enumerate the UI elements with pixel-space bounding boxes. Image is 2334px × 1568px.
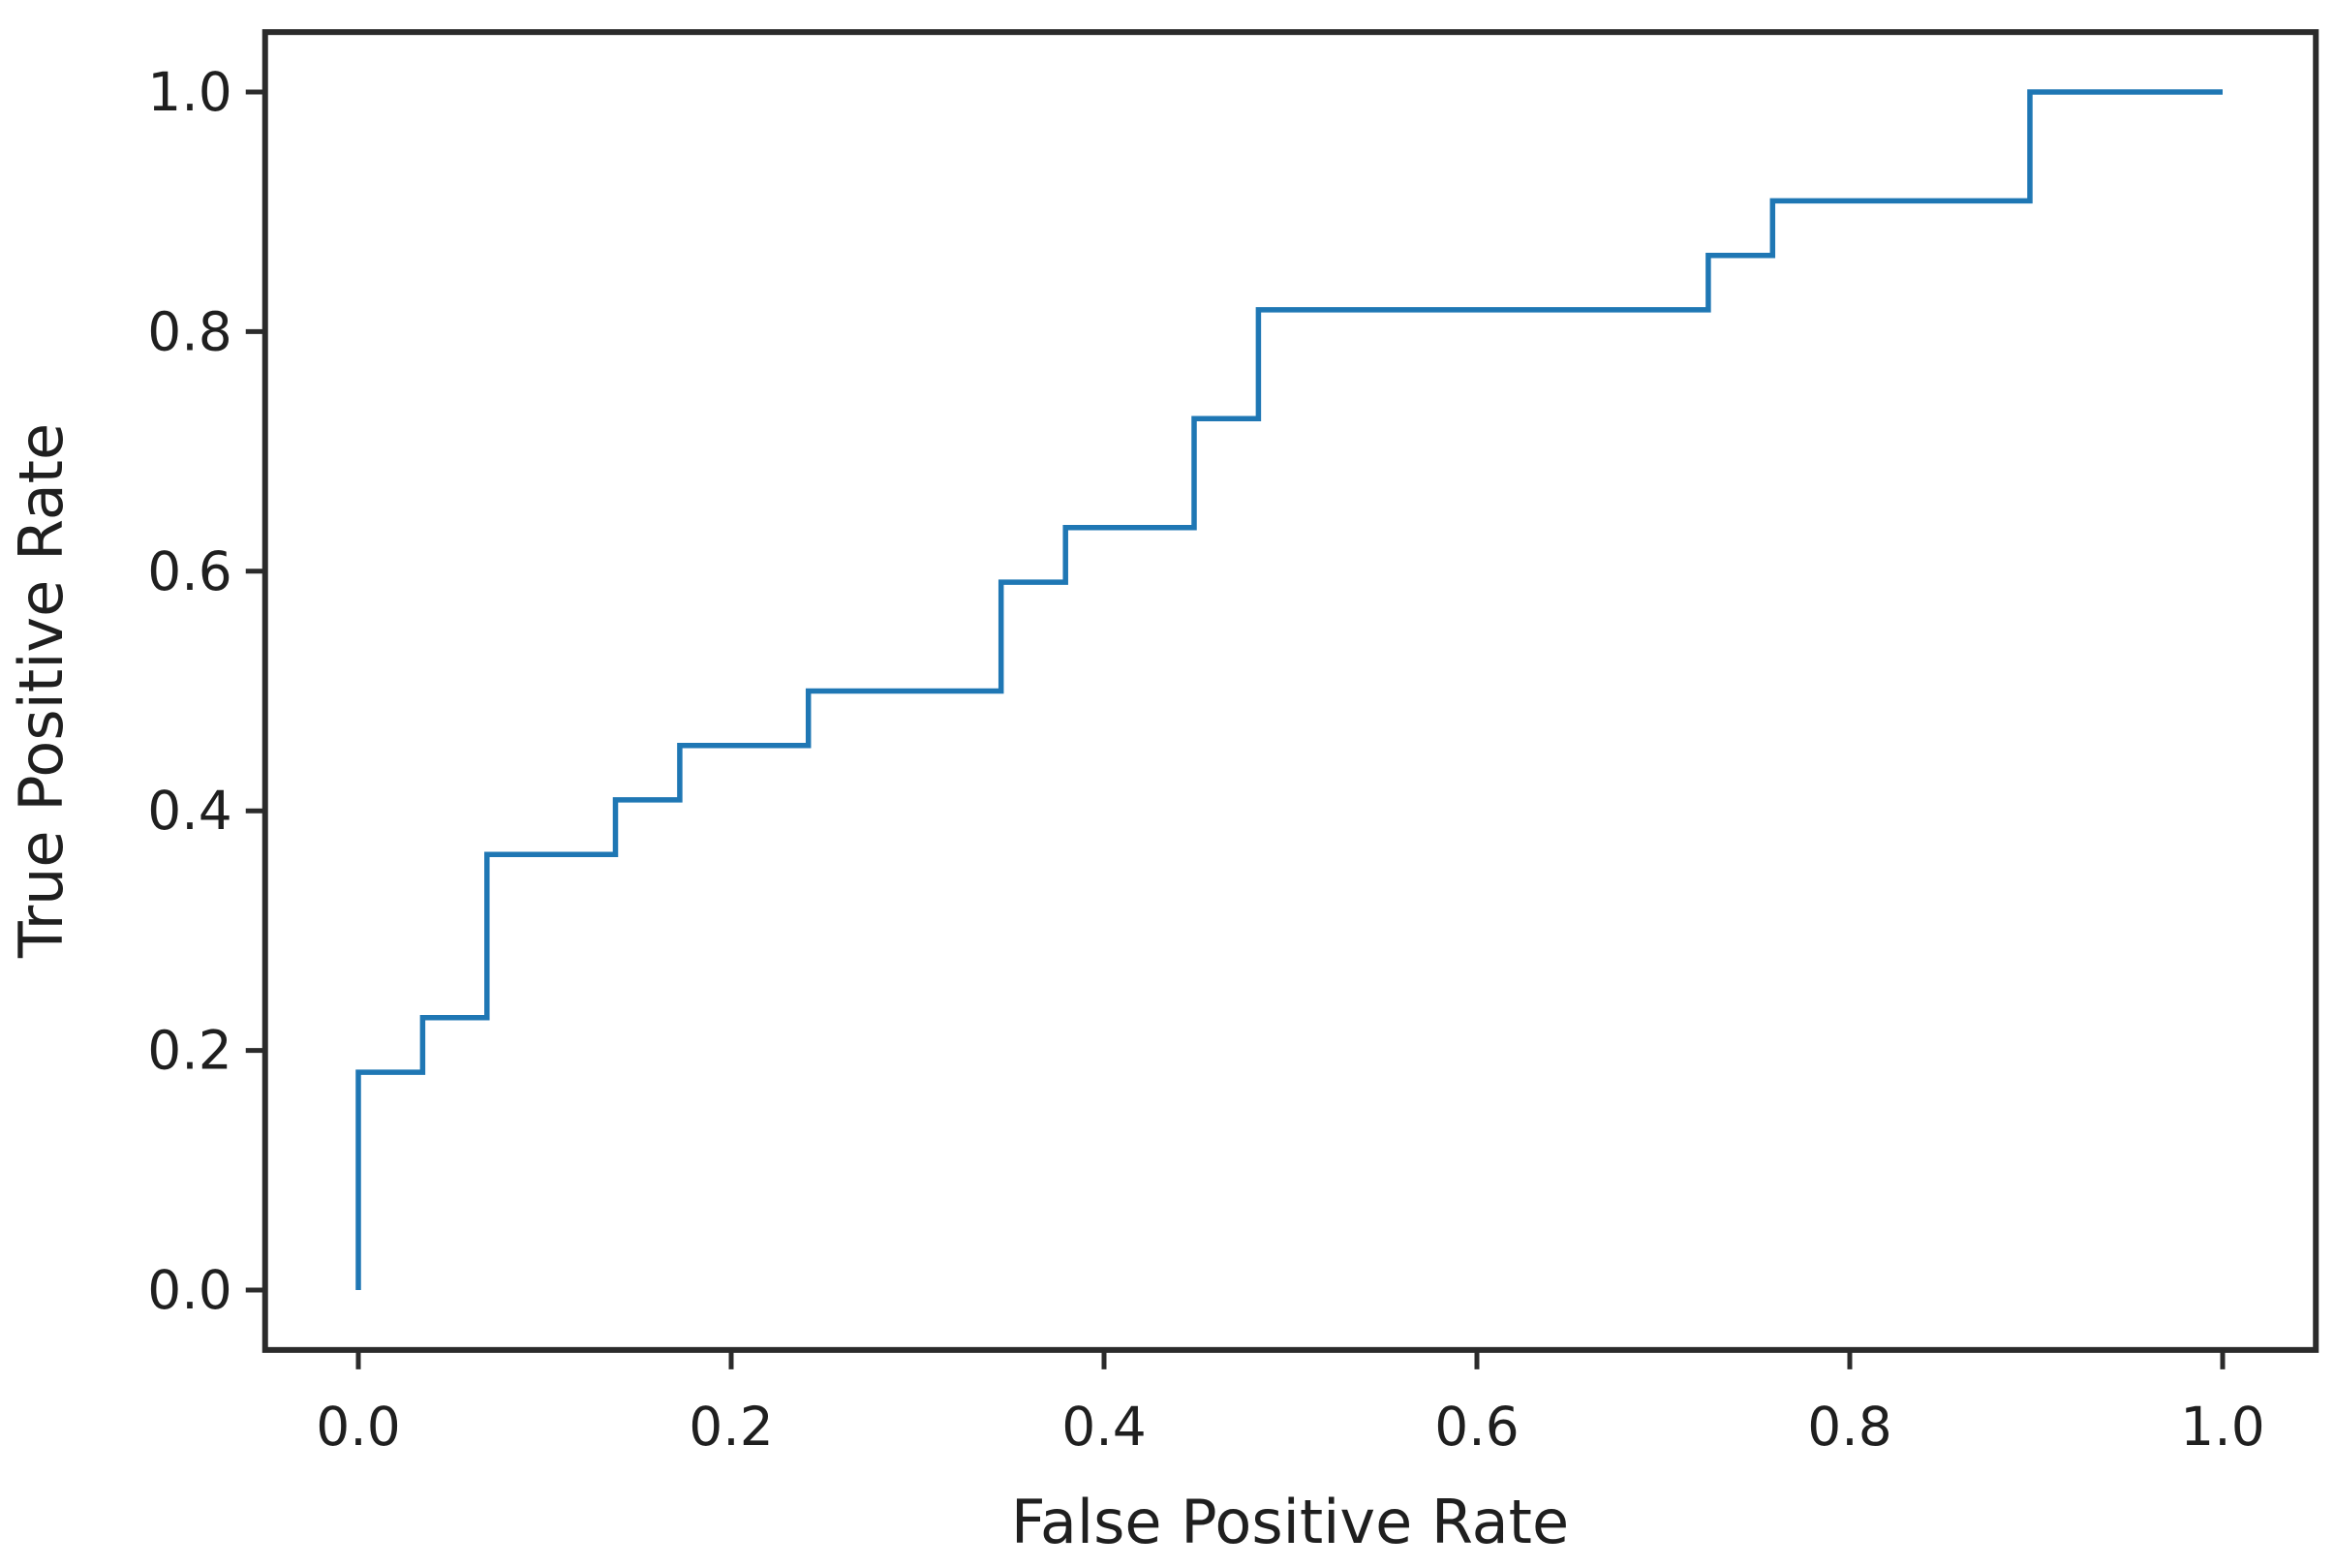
curve-layer	[355, 89, 2223, 1290]
y-axis-label: True Positive Rate	[6, 423, 77, 959]
x-tick-label: 1.0	[2180, 1396, 2264, 1458]
y-tick-label: 0.2	[147, 1020, 231, 1082]
axes-layer: 0.0 0.2 0.4 0.6 0.8 1.0 0.0 0.2 0.4 0.6 0.8 1.0	[147, 29, 2319, 1458]
x-tick-label: 0.8	[1807, 1396, 1891, 1458]
y-tick-label: 0.6	[147, 540, 231, 602]
x-tick-label: 0.2	[689, 1396, 773, 1458]
y-tick-label: 0.0	[147, 1259, 231, 1321]
x-tick-label: 0.4	[1061, 1396, 1146, 1458]
x-tick-label: 0.0	[316, 1396, 400, 1458]
roc-curve	[355, 89, 2223, 1290]
x-axis-label: False Positive Rate	[1011, 1487, 1569, 1557]
plot-border	[261, 29, 2319, 1353]
y-tick-label: 1.0	[147, 61, 231, 123]
y-tick-label: 0.4	[147, 780, 231, 842]
x-tick-label: 0.6	[1434, 1396, 1519, 1458]
y-tick-label: 0.8	[147, 300, 231, 362]
